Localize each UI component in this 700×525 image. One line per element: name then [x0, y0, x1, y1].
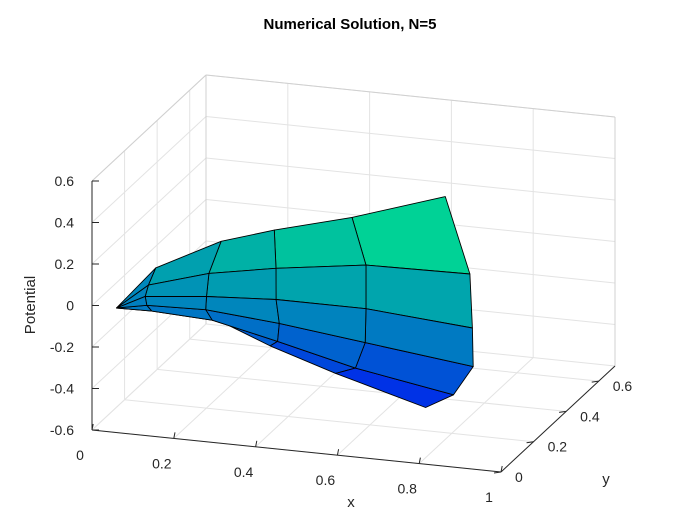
x-tick-label: 0.4 [234, 464, 254, 480]
y-tick-label: 0.2 [548, 439, 568, 455]
chart-title: Numerical Solution, N=5 [264, 16, 437, 33]
backwall-gridline [205, 116, 616, 159]
z-axis-label: Potential [22, 276, 39, 334]
x-tick [418, 457, 421, 464]
sidewall-gridline [91, 199, 207, 306]
z-tick-label: 0 [66, 298, 74, 314]
x-tick-label: 0.6 [316, 472, 336, 488]
x-tick-label: 0 [76, 447, 84, 463]
x-tick-label: 1 [485, 489, 493, 505]
sidewall-gridline [91, 323, 207, 431]
x-axis-line [91, 429, 502, 473]
x-tick-label: 0.2 [152, 455, 172, 471]
y-tick [526, 441, 534, 444]
x-tick [336, 449, 340, 456]
z-tick-label: -0.2 [50, 339, 74, 355]
surface-face [116, 295, 148, 309]
y-tick [493, 471, 502, 474]
x-tick-label: 0.8 [397, 481, 417, 497]
axis-ticks: 0 0.2 0.4 0.6 0.8 1 0 0.2 0.4 0.6 -0.6 -0.4 -0.2 0 0.2… [50, 173, 633, 505]
z-tick-label: -0.4 [50, 381, 74, 397]
z-tick-label: 0.2 [55, 256, 75, 272]
x-tick [91, 423, 94, 431]
z-tick-label: 0.6 [55, 173, 75, 189]
floor-gridline [157, 368, 567, 412]
y-tick-label: 0 [515, 469, 523, 485]
x-tick [255, 440, 258, 447]
y-axis-line [500, 365, 616, 473]
surface-face [208, 229, 277, 274]
x-tick [500, 465, 503, 473]
y-tick [559, 410, 567, 413]
surface-mesh [116, 196, 474, 408]
y-tick-label: 0.4 [580, 408, 600, 424]
y-tick [591, 380, 599, 383]
backwall-gridline [205, 157, 616, 201]
z-tick-label: 0.4 [55, 215, 75, 231]
floor-gridline [173, 332, 289, 439]
sidewall-gridline [91, 116, 207, 223]
y-tick-label: 0.6 [613, 378, 633, 394]
z-tick-label: -0.6 [50, 422, 74, 438]
sidewall-gridline [91, 157, 207, 265]
box-edge [91, 74, 207, 182]
x-axis-label: x [347, 494, 355, 511]
floor-gridline [124, 399, 534, 443]
floor-gridline [418, 357, 534, 464]
surface-face [206, 267, 277, 300]
y-axis-label: y [602, 471, 610, 488]
surface-face [275, 299, 367, 344]
x-tick [173, 432, 176, 439]
box-edge [205, 74, 616, 118]
